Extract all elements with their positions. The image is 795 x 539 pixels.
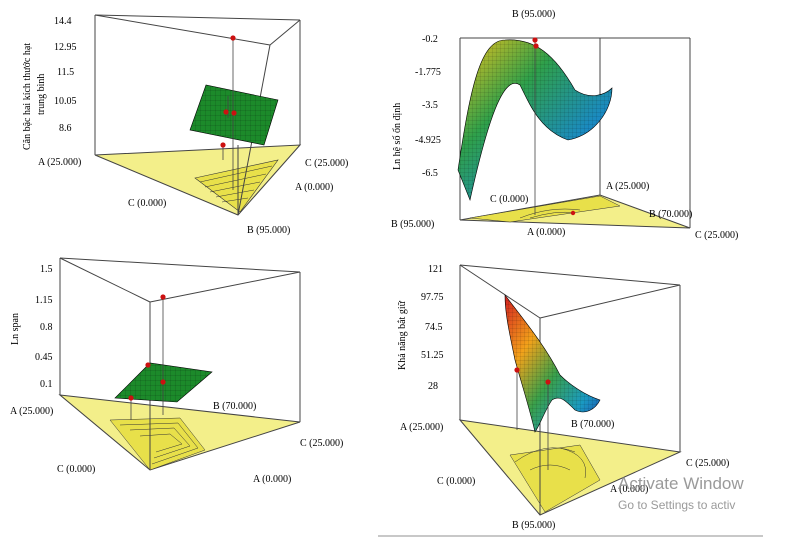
panel2-ytick: -1.775 [415,67,441,78]
panel3-design-point [160,379,166,385]
panel4-ytick: 121 [428,264,443,275]
panel2-vertex-label: B (95.000) [512,9,555,20]
panel3-ytick: 0.45 [35,352,53,363]
panel3-ytick: 0.1 [40,379,53,390]
activation-watermark-subtitle: Go to Settings to activ [618,498,736,512]
panel4-ytick: 74.5 [425,322,443,333]
panel3-floor-contours [109,417,206,471]
panel1-ytick: 8.6 [59,123,72,134]
panel1-design-point [230,35,236,41]
panel1-vertex-labels: A (25.000) C (25.000) A (0.000) C (0.000… [38,157,348,236]
panel1-design-point [220,142,226,148]
panel3-design-point [145,362,151,368]
panel4-ytick: 51.25 [421,350,444,361]
panel-1: 14.4 12.95 11.5 10.05 8.6 Căn bậc hai kí… [22,14,348,236]
panel1-ylabel: trung bình [36,74,47,115]
panel2-vertex-label: B (70.000) [649,209,692,220]
panel2-vertex-label: A (0.000) [527,227,565,238]
panel3-vertex-label: C (0.000) [57,464,95,475]
panel4-stems [516,370,549,470]
panel2-ytick: -3.5 [422,100,438,111]
panel4-vertex-label: C (0.000) [437,476,475,487]
panel3-vertex-labels: A (25.000) B (70.000) C (25.000) C (0.00… [10,401,343,485]
panel2-vertex-label: C (0.000) [490,194,528,205]
panel4-vertex-label: A (0.000) [610,484,648,495]
panel2-ylabel: Ln hệ số ổn định [392,103,403,170]
panel2-floor-contours [469,195,621,223]
panel2-vertex-label: A (25.000) [606,181,649,192]
panel3-box [59,257,301,470]
panel-4: 121 97.75 74.5 51.25 28 Khả năng bắt giữ… [397,264,729,531]
panel2-vertex-label: B (95.000) [391,219,434,230]
panel4-design-point [514,367,520,373]
panel4-design-point [545,379,551,385]
divider-line [378,535,763,537]
panel1-vertex-label: C (25.000) [305,158,348,169]
panel2-vertex-labels: B (95.000) A (25.000) C (0.000) B (95.00… [391,9,738,241]
panel3-ytick: 0.8 [40,322,53,333]
panel3-design-point [160,294,166,300]
panel1-design-point [231,110,237,116]
panel1-floor-contours [194,159,279,213]
panel1-ylabel: Căn bậc hai kích thước hạt [22,43,33,150]
panel2-ytick: -0.2 [422,34,438,45]
panel4-vertex-label: A (25.000) [400,422,443,433]
panel4-vertex-label: B (70.000) [571,419,614,430]
panel1-vertex-label: A (25.000) [38,157,81,168]
panel3-vertex-label: C (25.000) [300,438,343,449]
panel2-design-point [533,43,539,49]
panel3-stems [130,297,164,420]
panel2-design-point [532,37,538,43]
panel4-ytick: 97.75 [421,292,444,303]
panel-2: -0.2 -1.775 -3.5 -4.925 -6.5 Ln hệ số ổn… [391,9,738,241]
panel1-vertex-label: A (0.000) [295,182,333,193]
panel3-vertex-label: A (0.000) [253,474,291,485]
panel1-ytick: 11.5 [57,67,74,78]
panel3-design-point [128,395,134,401]
panel4-ytick: 28 [428,381,438,392]
panel4-vertex-label: B (95.000) [512,520,555,531]
panel3-vertex-label: B (70.000) [213,401,256,412]
panel1-vertex-label: C (0.000) [128,198,166,209]
panel1-yticks: 14.4 12.95 11.5 10.05 8.6 [54,16,77,134]
panel4-ylabel: Khả năng bắt giữ [397,300,408,370]
panel4-yticks: 121 97.75 74.5 51.25 28 [421,264,444,392]
panel2-vertex-label: C (25.000) [695,230,738,241]
panel1-design-point [223,109,229,115]
panel3-ytick: 1.5 [40,264,53,275]
panel1-ytick: 10.05 [54,96,77,107]
panel2-ytick: -4.925 [415,135,441,146]
panel2-ytick: -6.5 [422,168,438,179]
panel3-ytick: 1.15 [35,295,53,306]
panel4-vertex-label: C (25.000) [686,458,729,469]
activation-watermark-title: Activate Window [618,474,744,493]
panel-3: 1.5 1.15 0.8 0.45 0.1 Ln span A (25.000)… [10,257,343,485]
panel2-yticks: -0.2 -1.775 -3.5 -4.925 -6.5 [415,34,441,179]
panel1-ytick: 14.4 [54,16,72,27]
panel3-yticks: 1.5 1.15 0.8 0.45 0.1 [35,264,53,390]
panel1-ytick: 12.95 [54,42,77,53]
panel3-ylabel: Ln span [10,313,21,345]
panel4-floor-contours [509,444,601,513]
panel3-vertex-label: A (25.000) [10,406,53,417]
panel4-vertex-labels: A (25.000) C (25.000) C (0.000) A (0.000… [400,419,729,531]
panel1-vertex-label: B (95.000) [247,225,290,236]
panel2-design-point [570,210,576,216]
